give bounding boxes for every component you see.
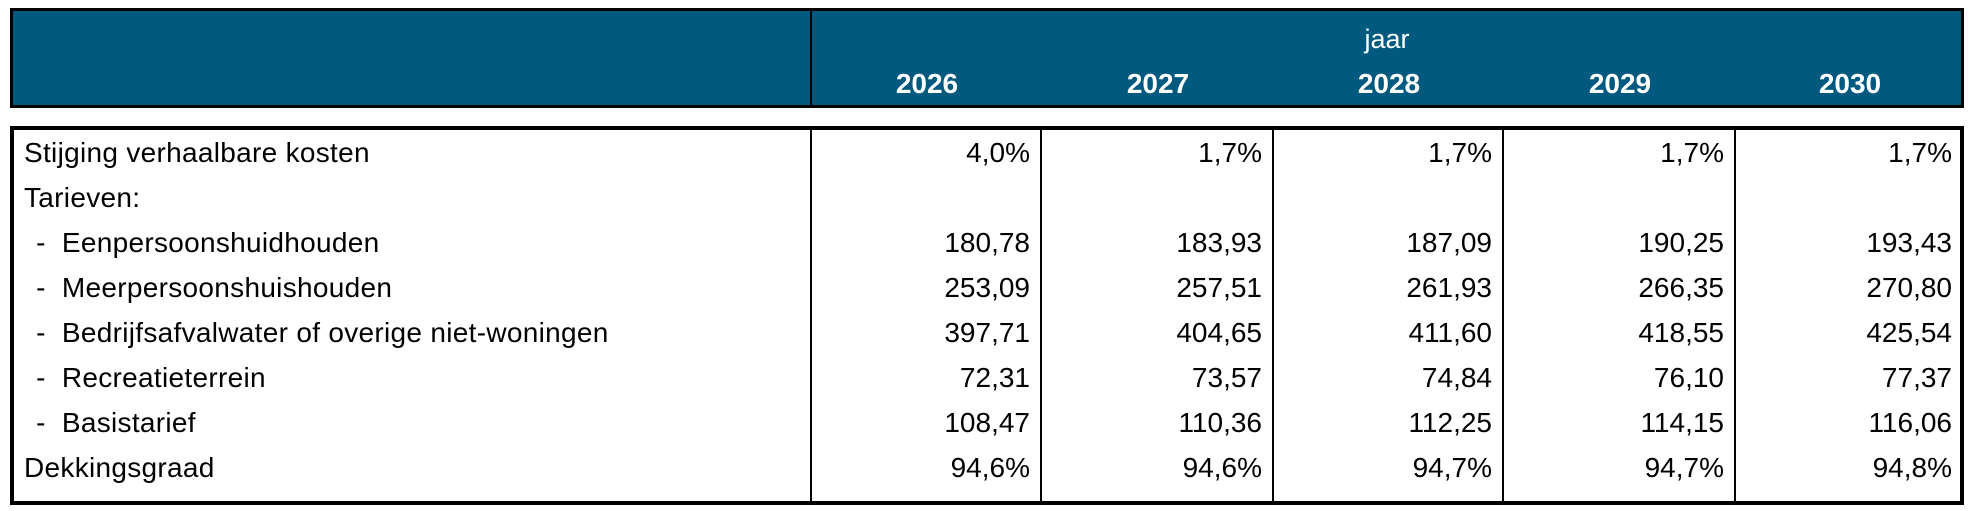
- cell-2030: 1,7%: [1888, 137, 1952, 168]
- cell-2029: 114,15: [1640, 407, 1724, 438]
- column-divider: [1040, 130, 1042, 501]
- table-body: Stijging verhaalbare kosten 4,0% 1,7% 1,…: [10, 126, 1964, 505]
- cell-2029: 76,10: [1653, 362, 1724, 393]
- cell-2027: 404,65: [1176, 317, 1262, 348]
- cell-2027: 94,6%: [1182, 452, 1262, 483]
- row-label: - Recreatieterrein: [28, 362, 266, 393]
- cell-2026: 94,6%: [950, 452, 1030, 483]
- cell-2026: 253,09: [944, 272, 1030, 303]
- cell-2028: 94,7%: [1412, 452, 1492, 483]
- table-header: jaar 2026 2027 2028 2029 2030: [10, 8, 1964, 108]
- cell-2027: 183,93: [1176, 227, 1262, 258]
- table-row: Tarieven:: [14, 175, 1960, 220]
- cell-2030: 116,06: [1868, 407, 1952, 438]
- table-row: - Meerpersoonshuishouden 253,09 257,51 2…: [14, 265, 1960, 310]
- column-divider: [1502, 130, 1504, 501]
- table-row: Dekkingsgraad 94,6% 94,6% 94,7% 94,7% 94…: [14, 445, 1960, 490]
- cell-2028: 411,60: [1408, 317, 1492, 348]
- table-row: - Bedrijfsafvalwater of overige niet-won…: [14, 310, 1960, 355]
- cell-2027: 110,36: [1178, 407, 1262, 438]
- row-label: Tarieven:: [24, 182, 141, 213]
- cell-2026: 108,47: [944, 407, 1030, 438]
- cell-2028: 1,7%: [1428, 137, 1492, 168]
- cell-2028: 74,84: [1421, 362, 1492, 393]
- cell-2029: 94,7%: [1644, 452, 1724, 483]
- cell-2030: 425,54: [1866, 317, 1952, 348]
- cell-2027: 73,57: [1191, 362, 1262, 393]
- cell-2028: 261,93: [1406, 272, 1492, 303]
- row-label: - Meerpersoonshuishouden: [28, 272, 393, 303]
- year-header-2026: 2026: [895, 68, 959, 99]
- year-header-2030: 2030: [1818, 68, 1882, 99]
- cell-2026: 397,71: [944, 317, 1030, 348]
- cell-2027: 257,51: [1176, 272, 1262, 303]
- cell-2028: 112,25: [1408, 407, 1492, 438]
- row-label: - Bedrijfsafvalwater of overige niet-won…: [28, 317, 609, 348]
- table-row: - Eenpersoonshuidhouden 180,78 183,93 18…: [14, 220, 1960, 265]
- table-row: - Recreatieterrein 72,31 73,57 74,84 76,…: [14, 355, 1960, 400]
- column-divider: [810, 11, 812, 105]
- cell-2029: 190,25: [1638, 227, 1724, 258]
- cell-2030: 94,8%: [1872, 452, 1952, 483]
- row-label: - Basistarief: [28, 407, 196, 438]
- table-row: - Basistarief 108,47 110,36 112,25 114,1…: [14, 400, 1960, 445]
- cell-2030: 270,80: [1866, 272, 1952, 303]
- header-group-label: jaar: [1364, 24, 1410, 54]
- cell-2029: 266,35: [1638, 272, 1724, 303]
- cell-2027: 1,7%: [1198, 137, 1262, 168]
- year-header-2028: 2028: [1357, 68, 1421, 99]
- row-label: Stijging verhaalbare kosten: [24, 137, 370, 168]
- cell-2029: 418,55: [1638, 317, 1724, 348]
- column-divider: [1272, 130, 1274, 501]
- row-label: Dekkingsgraad: [24, 452, 215, 483]
- cell-2029: 1,7%: [1660, 137, 1724, 168]
- year-header-2027: 2027: [1126, 68, 1190, 99]
- cell-2030: 77,37: [1881, 362, 1952, 393]
- table-row: Stijging verhaalbare kosten 4,0% 1,7% 1,…: [14, 130, 1960, 175]
- cell-2026: 72,31: [959, 362, 1030, 393]
- column-divider: [810, 130, 812, 501]
- cell-2026: 180,78: [944, 227, 1030, 258]
- year-header-2029: 2029: [1588, 68, 1652, 99]
- cell-2026: 4,0%: [966, 137, 1030, 168]
- cell-2028: 187,09: [1406, 227, 1492, 258]
- column-divider: [1734, 130, 1736, 501]
- cell-2030: 193,43: [1866, 227, 1952, 258]
- row-label: - Eenpersoonshuidhouden: [28, 227, 380, 258]
